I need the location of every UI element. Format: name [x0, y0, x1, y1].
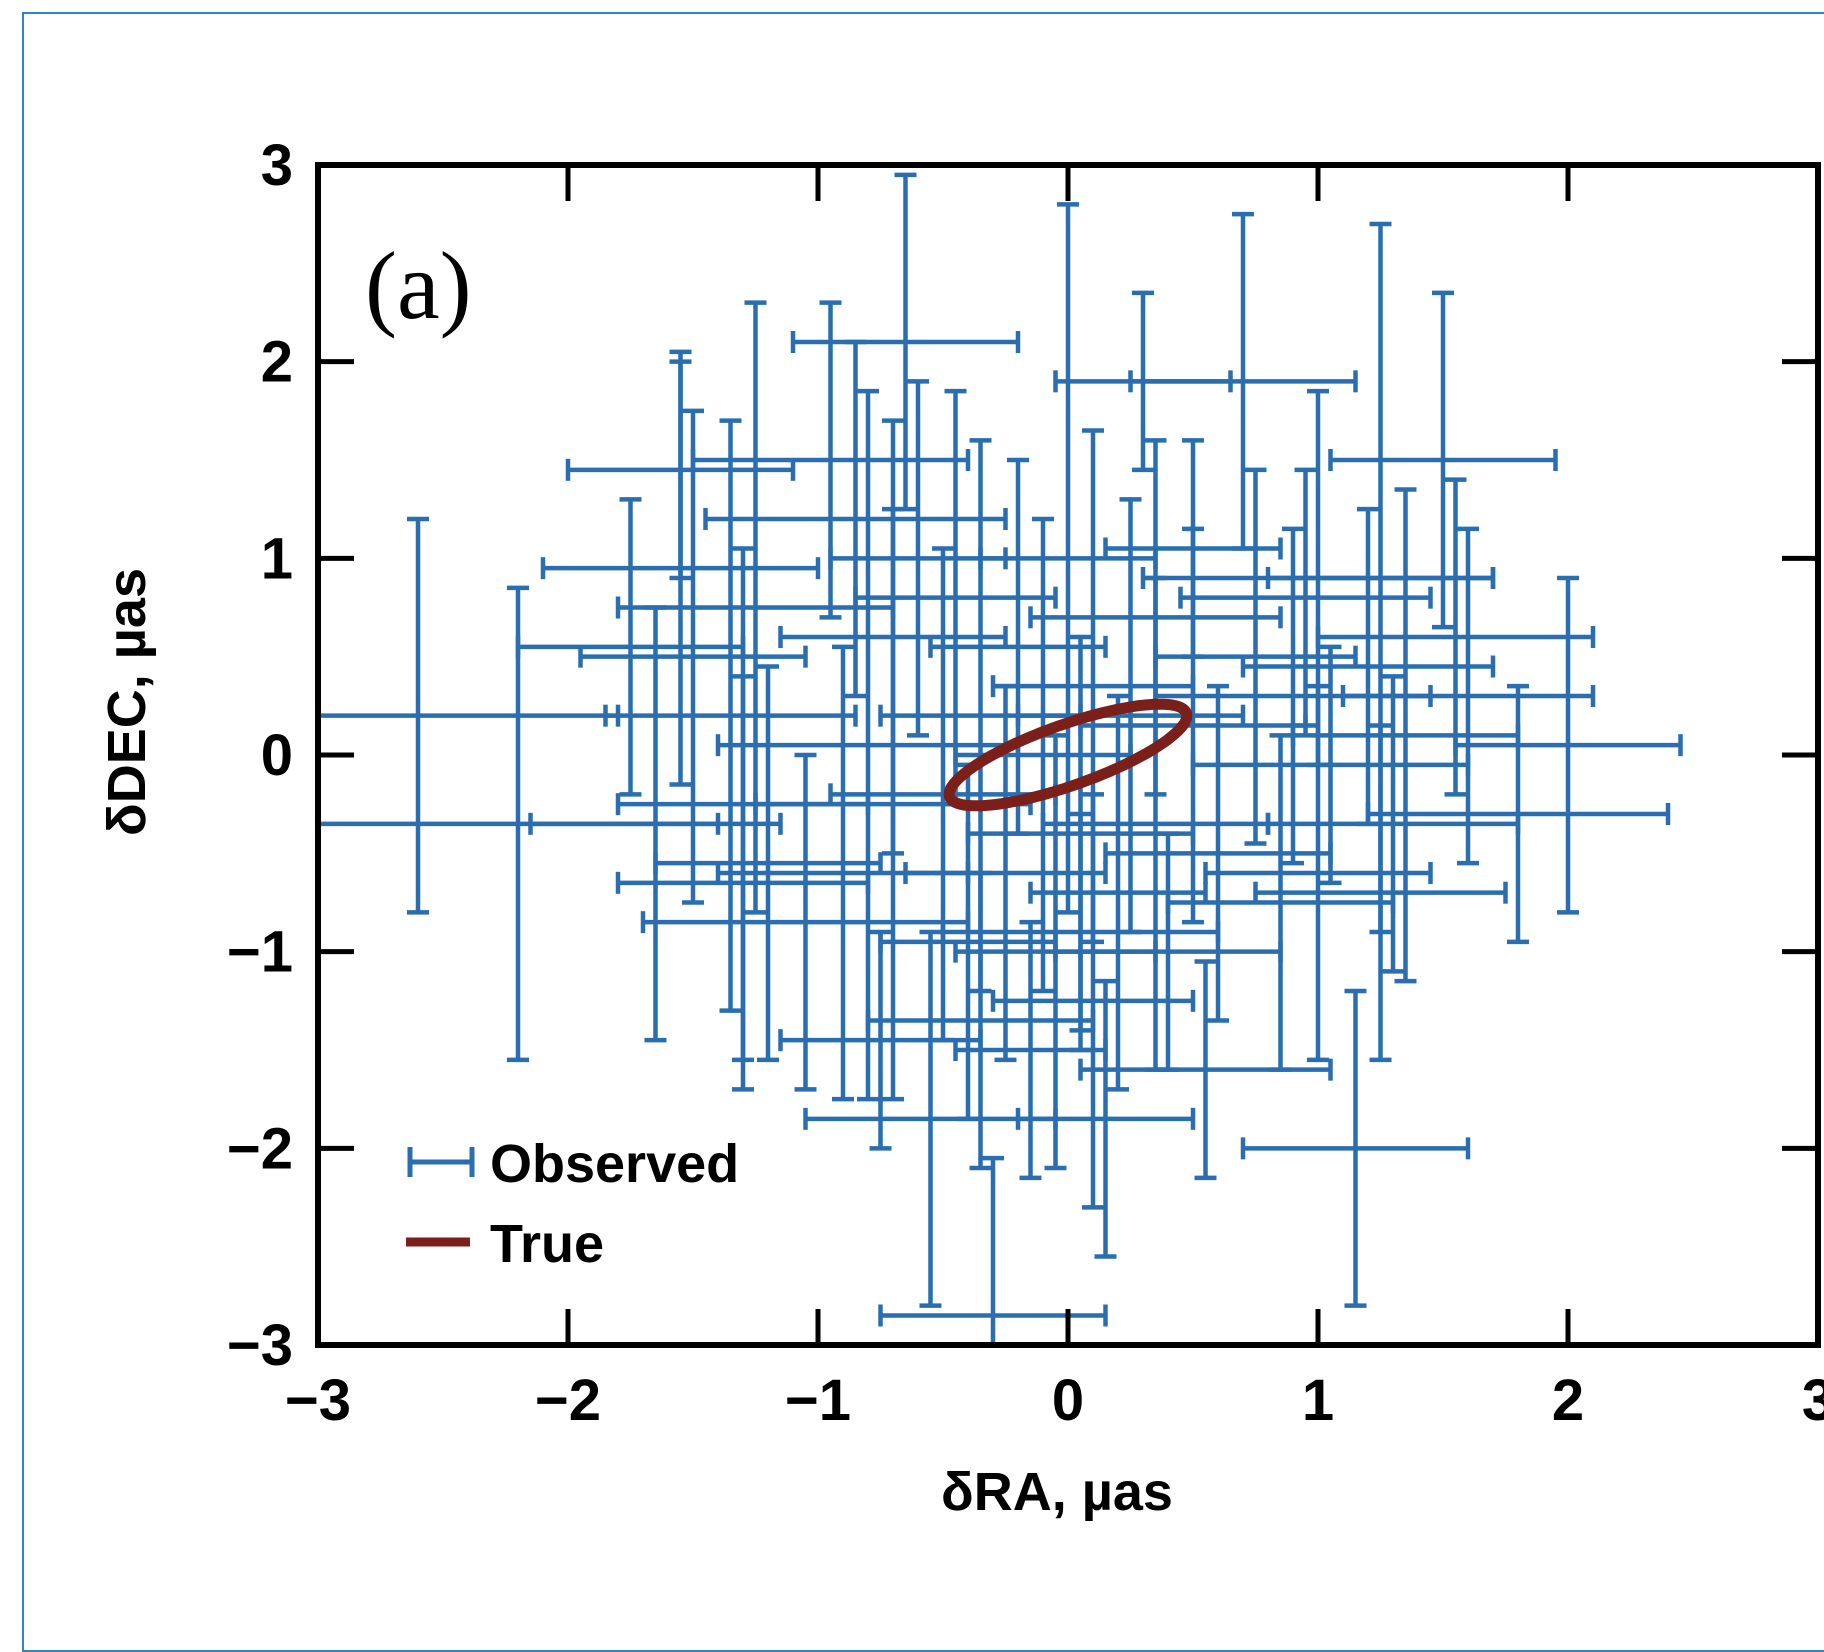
x-tick-label: −1	[785, 1368, 851, 1433]
errorbar-point	[1015, 497, 1246, 935]
errorbar-point	[1240, 988, 1471, 1308]
legend-label-true: True	[490, 1214, 604, 1274]
errorbar-point	[578, 408, 808, 905]
errorbar-point	[1290, 487, 1521, 984]
errorbar-point	[1165, 733, 1396, 1072]
x-tick-label: −2	[535, 1368, 601, 1433]
errorbar-point	[1028, 693, 1208, 1092]
legend-entry-true: True	[406, 1214, 604, 1274]
x-tick-label: 0	[1052, 1368, 1084, 1433]
legend-entry-observed: Observed	[407, 1134, 739, 1194]
legend: Observed True	[406, 1134, 739, 1274]
errorbar-point	[1128, 211, 1358, 551]
errorbar-point	[653, 664, 883, 1063]
errorbar-point	[703, 339, 1008, 699]
errorbar-point	[878, 1155, 1108, 1345]
errorbar-point	[1178, 467, 1433, 728]
y-tick-label: −3	[227, 1313, 293, 1378]
panel-label: (a)	[365, 232, 472, 339]
errorbar-point	[940, 811, 1221, 1053]
y-tick-label: 0	[261, 723, 293, 788]
y-axis-title: δDEC, µas	[97, 568, 157, 836]
ticks: −3 −2 −1 0 1 2 3 −3 −2 −1 0 1 2 3	[227, 133, 1824, 1433]
y-tick-label: 1	[261, 526, 293, 591]
errorbar-point	[515, 497, 746, 797]
y-tick-label: −1	[227, 920, 293, 985]
errorbar-point	[1053, 831, 1283, 1072]
errorbar-point	[1365, 683, 1671, 945]
errorbar-point	[790, 172, 1021, 512]
errorbar-point	[1328, 290, 1558, 630]
errorbar-point	[1103, 438, 1283, 659]
errorbar-point	[1015, 978, 1196, 1259]
errorbar-point	[1453, 575, 1683, 915]
errorbar-point	[318, 516, 621, 915]
x-tick-label: 3	[1802, 1368, 1824, 1433]
errorbar-point	[1028, 438, 1283, 797]
errorbar-point	[853, 388, 1058, 807]
x-tick-label: 1	[1302, 1368, 1334, 1433]
errorbar-point	[778, 929, 983, 1151]
errorbar-point	[1190, 644, 1471, 886]
errorbar-point	[990, 428, 1196, 945]
errorbar-point	[828, 546, 1058, 1043]
errorbar-point	[865, 870, 1096, 1171]
observed-series	[315, 172, 1683, 1345]
errorbar-point	[565, 359, 796, 581]
errorbar-point	[1265, 674, 1521, 974]
errorbar-point	[528, 605, 783, 1043]
x-tick-label: −3	[285, 1368, 351, 1433]
y-tick-label: 3	[261, 133, 293, 198]
x-tick-label: 2	[1552, 1368, 1584, 1433]
true-series	[943, 698, 1193, 812]
x-axis-title: δRA, µas	[941, 1462, 1173, 1522]
errorbar-point	[1253, 723, 1508, 1063]
legend-label-observed: Observed	[490, 1134, 739, 1194]
true-ellipse	[943, 698, 1193, 812]
y-tick-label: −2	[227, 1116, 293, 1181]
errorbar-point	[1340, 526, 1596, 866]
y-tick-label: 2	[261, 330, 293, 395]
figure-frame	[22, 12, 1824, 1652]
